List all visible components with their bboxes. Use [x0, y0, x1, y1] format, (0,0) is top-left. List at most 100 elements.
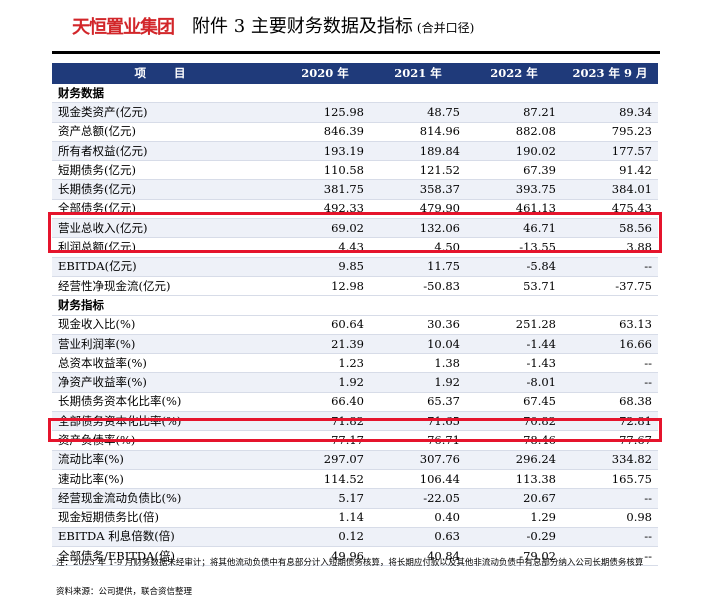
section-label: 财务数据	[52, 83, 280, 104]
row-label: 资产总额(亿元)	[52, 122, 280, 142]
cell-value: -50.83	[370, 276, 466, 297]
cell-value	[370, 83, 466, 104]
cell-value	[280, 295, 370, 316]
cell-value: 5.17	[280, 488, 370, 509]
title-subtitle: (合并口径)	[416, 21, 475, 35]
cell-value: 1.23	[280, 353, 370, 374]
company-logo: 天恒置业集团	[72, 17, 175, 38]
cell-value	[562, 295, 658, 316]
cell-value: 384.01	[562, 179, 658, 200]
cell-value: 0.12	[280, 527, 370, 548]
cell-value: 795.23	[562, 122, 658, 142]
cell-value: 53.71	[466, 276, 562, 297]
cell-value: --	[562, 353, 658, 374]
row-label: 全部债务/EBITDA(倍)	[52, 546, 280, 567]
table-row: 现金短期债务比(倍) 1.14 0.40 1.29 0.98	[52, 508, 658, 528]
cell-value: 165.75	[562, 469, 658, 490]
table-row: 经营现金流动负债比(%) 5.17 -22.05 20.67 --	[52, 488, 658, 509]
cell-value	[466, 83, 562, 104]
section-row: 财务指标	[52, 295, 658, 316]
table-row: 全部债务资本化比率(%) 71.82 71.65 70.82 72.81	[52, 411, 658, 432]
title-text: 附件 3 主要财务数据及指标	[192, 16, 413, 37]
highlight-box-debt-ratio	[48, 418, 662, 442]
cell-value: 297.07	[280, 450, 370, 470]
cell-value: 0.63	[370, 527, 466, 548]
cell-value: 71.65	[370, 411, 466, 432]
cell-value: 49.96	[280, 546, 370, 567]
section-label: 财务指标	[52, 295, 280, 316]
cell-value: --	[562, 546, 658, 567]
cell-value	[370, 295, 466, 316]
cell-value: 125.98	[280, 102, 370, 123]
cell-value: 16.66	[562, 334, 658, 355]
column-header-item: 项 目	[52, 63, 280, 84]
cell-value: 251.28	[466, 315, 562, 335]
cell-value: 882.08	[466, 122, 562, 142]
table-row: 营业总收入(亿元) 69.02 132.06 46.71 58.56	[52, 218, 658, 239]
row-label: 所有者权益(亿元)	[52, 141, 280, 162]
table-row: 短期债务(亿元) 110.58 121.52 67.39 91.42	[52, 160, 658, 181]
footnote: 注：2023 年 1-9 月财务数据未经审计；将其他流动负债中有息部分计入短期债…	[56, 558, 644, 568]
cell-value: 12.98	[280, 276, 370, 297]
cell-value: 87.21	[466, 102, 562, 123]
table-row: 营业利润率(%) 21.39 10.04 -1.44 16.66	[52, 334, 658, 355]
cell-value	[280, 83, 370, 104]
table-row: 净资产收益率(%) 1.92 1.92 -8.01 --	[52, 372, 658, 393]
table-row: 流动比率(%) 297.07 307.76 296.24 334.82	[52, 450, 658, 470]
table-row: 全部债务/EBITDA(倍) 49.96 40.84 -79.02 --	[52, 546, 658, 567]
cell-value: 1.38	[370, 353, 466, 374]
row-label: 现金收入比(%)	[52, 315, 280, 335]
table-row: 所有者权益(亿元) 193.19 189.84 190.02 177.57	[52, 141, 658, 162]
cell-value: 1.92	[280, 372, 370, 393]
cell-value: 20.67	[466, 488, 562, 509]
cell-value: 58.56	[562, 218, 658, 239]
cell-value: 60.64	[280, 315, 370, 335]
row-label: 总资本收益率(%)	[52, 353, 280, 374]
row-label: 长期债务资本化比率(%)	[52, 392, 280, 413]
table-row: 总资本收益率(%) 1.23 1.38 -1.43 --	[52, 353, 658, 374]
table-row: 现金收入比(%) 60.64 30.36 251.28 63.13	[52, 315, 658, 335]
cell-value: 91.42	[562, 160, 658, 181]
cell-value: 113.38	[466, 469, 562, 490]
table-row: 速动比率(%) 114.52 106.44 113.38 165.75	[52, 469, 658, 490]
cell-value: 114.52	[280, 469, 370, 490]
column-header-2022: 2022 年	[466, 63, 562, 84]
source-note: 资料来源：公司提供，联合资信整理	[56, 587, 193, 597]
cell-value: 63.13	[562, 315, 658, 335]
cell-value: 110.58	[280, 160, 370, 181]
cell-value: --	[562, 372, 658, 393]
cell-value: 1.14	[280, 508, 370, 528]
cell-value: 10.04	[370, 334, 466, 355]
cell-value: 193.19	[280, 141, 370, 162]
cell-value: 40.84	[370, 546, 466, 567]
cell-value: 65.37	[370, 392, 466, 413]
cell-value	[562, 83, 658, 104]
cell-value: 68.38	[562, 392, 658, 413]
row-label: 流动比率(%)	[52, 450, 280, 470]
table-row: 现金类资产(亿元) 125.98 48.75 87.21 89.34	[52, 102, 658, 123]
cell-value: 11.75	[370, 257, 466, 277]
cell-value: 89.34	[562, 102, 658, 123]
cell-value: 190.02	[466, 141, 562, 162]
header-rule	[52, 51, 660, 54]
cell-value: 132.06	[370, 218, 466, 239]
row-label: 营业利润率(%)	[52, 334, 280, 355]
row-label: 速动比率(%)	[52, 469, 280, 490]
cell-value: -37.75	[562, 276, 658, 297]
cell-value: 69.02	[280, 218, 370, 239]
row-label: 现金短期债务比(倍)	[52, 508, 280, 528]
cell-value: 67.39	[466, 160, 562, 181]
column-header-2021: 2021 年	[370, 63, 466, 84]
cell-value: -1.44	[466, 334, 562, 355]
cell-value: --	[562, 488, 658, 509]
cell-value: --	[562, 527, 658, 548]
row-label: 营业总收入(亿元)	[52, 218, 280, 239]
cell-value: 71.82	[280, 411, 370, 432]
cell-value: 21.39	[280, 334, 370, 355]
cell-value: 72.81	[562, 411, 658, 432]
cell-value	[466, 295, 562, 316]
row-label: 短期债务(亿元)	[52, 160, 280, 181]
row-label: 长期债务(亿元)	[52, 179, 280, 200]
financial-table: 项 目 2020 年 2021 年 2022 年 2023 年 9 月 财务数据…	[52, 63, 658, 567]
section-row: 财务数据	[52, 83, 658, 104]
